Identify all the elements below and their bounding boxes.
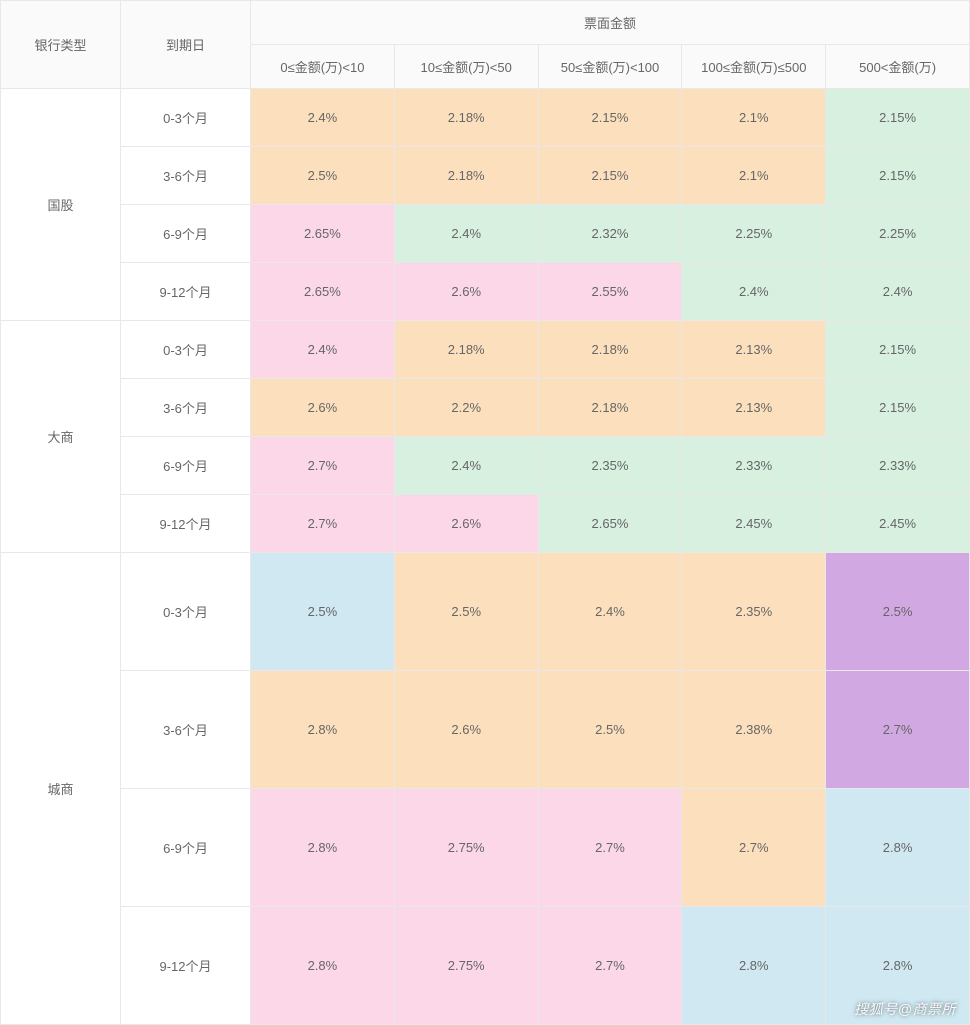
rate-cell: 2.1% bbox=[682, 147, 826, 205]
rate-cell: 2.45% bbox=[826, 495, 970, 553]
table-row: 国股0-3个月2.4%2.18%2.15%2.1%2.15% bbox=[1, 89, 970, 147]
rate-cell: 2.65% bbox=[251, 205, 395, 263]
rate-cell: 2.6% bbox=[394, 263, 538, 321]
table-row: 3-6个月2.6%2.2%2.18%2.13%2.15% bbox=[1, 379, 970, 437]
table-row: 9-12个月2.7%2.6%2.65%2.45%2.45% bbox=[1, 495, 970, 553]
rate-cell: 2.15% bbox=[538, 147, 682, 205]
rate-cell: 2.4% bbox=[682, 263, 826, 321]
rate-cell: 2.35% bbox=[682, 553, 826, 671]
rate-cell: 2.8% bbox=[826, 789, 970, 907]
rate-cell: 2.6% bbox=[251, 379, 395, 437]
rate-cell: 2.18% bbox=[394, 89, 538, 147]
header-amount-group: 票面金额 bbox=[251, 1, 970, 45]
bank-type-cell: 城商 bbox=[1, 553, 121, 1025]
rate-cell: 2.8% bbox=[251, 907, 395, 1025]
table-row: 大商0-3个月2.4%2.18%2.18%2.13%2.15% bbox=[1, 321, 970, 379]
rate-cell: 2.4% bbox=[826, 263, 970, 321]
maturity-cell: 3-6个月 bbox=[121, 379, 251, 437]
table-row: 3-6个月2.8%2.6%2.5%2.38%2.7% bbox=[1, 671, 970, 789]
rate-cell: 2.4% bbox=[251, 321, 395, 379]
rate-cell: 2.18% bbox=[538, 321, 682, 379]
rate-cell: 2.13% bbox=[682, 379, 826, 437]
rate-cell: 2.7% bbox=[538, 789, 682, 907]
maturity-cell: 0-3个月 bbox=[121, 321, 251, 379]
rate-cell: 2.38% bbox=[682, 671, 826, 789]
rate-cell: 2.25% bbox=[682, 205, 826, 263]
header-maturity: 到期日 bbox=[121, 1, 251, 89]
rate-cell: 2.25% bbox=[826, 205, 970, 263]
rate-cell: 2.15% bbox=[538, 89, 682, 147]
rate-cell: 2.4% bbox=[394, 205, 538, 263]
maturity-cell: 3-6个月 bbox=[121, 671, 251, 789]
rate-cell: 2.7% bbox=[251, 495, 395, 553]
rate-cell: 2.15% bbox=[826, 147, 970, 205]
rate-cell: 2.5% bbox=[538, 671, 682, 789]
rate-cell: 2.55% bbox=[538, 263, 682, 321]
rate-cell: 2.6% bbox=[394, 495, 538, 553]
rate-cell: 2.6% bbox=[394, 671, 538, 789]
rate-cell: 2.7% bbox=[826, 671, 970, 789]
maturity-cell: 6-9个月 bbox=[121, 437, 251, 495]
rate-cell: 2.2% bbox=[394, 379, 538, 437]
maturity-cell: 9-12个月 bbox=[121, 907, 251, 1025]
rate-cell: 2.8% bbox=[682, 907, 826, 1025]
table-row: 6-9个月2.8%2.75%2.7%2.7%2.8% bbox=[1, 789, 970, 907]
maturity-cell: 6-9个月 bbox=[121, 205, 251, 263]
rate-cell: 2.65% bbox=[251, 263, 395, 321]
rate-cell: 2.7% bbox=[682, 789, 826, 907]
rate-cell: 2.75% bbox=[394, 789, 538, 907]
bank-type-cell: 大商 bbox=[1, 321, 121, 553]
table-row: 城商0-3个月2.5%2.5%2.4%2.35%2.5% bbox=[1, 553, 970, 671]
rate-cell: 2.15% bbox=[826, 379, 970, 437]
maturity-cell: 3-6个月 bbox=[121, 147, 251, 205]
table-row: 6-9个月2.65%2.4%2.32%2.25%2.25% bbox=[1, 205, 970, 263]
rate-cell: 2.4% bbox=[538, 553, 682, 671]
rate-cell: 2.45% bbox=[682, 495, 826, 553]
maturity-cell: 0-3个月 bbox=[121, 89, 251, 147]
rate-table: 银行类型 到期日 票面金额 0≤金额(万)<10 10≤金额(万)<50 50≤… bbox=[0, 0, 970, 1025]
rate-cell: 2.75% bbox=[394, 907, 538, 1025]
rate-cell: 2.5% bbox=[251, 147, 395, 205]
maturity-cell: 0-3个月 bbox=[121, 553, 251, 671]
rate-cell: 2.65% bbox=[538, 495, 682, 553]
maturity-cell: 9-12个月 bbox=[121, 495, 251, 553]
maturity-cell: 6-9个月 bbox=[121, 789, 251, 907]
rate-cell: 2.15% bbox=[826, 321, 970, 379]
rate-cell: 2.18% bbox=[538, 379, 682, 437]
header-range-1: 10≤金额(万)<50 bbox=[394, 45, 538, 89]
watermark-text: 搜狐号@商票所 bbox=[854, 999, 956, 1019]
rate-cell: 2.1% bbox=[682, 89, 826, 147]
header-bank-type: 银行类型 bbox=[1, 1, 121, 89]
maturity-cell: 9-12个月 bbox=[121, 263, 251, 321]
rate-cell: 2.4% bbox=[251, 89, 395, 147]
rate-cell: 2.35% bbox=[538, 437, 682, 495]
table-row: 9-12个月2.65%2.6%2.55%2.4%2.4% bbox=[1, 263, 970, 321]
rate-cell: 2.18% bbox=[394, 147, 538, 205]
table-row: 9-12个月2.8%2.75%2.7%2.8%2.8% bbox=[1, 907, 970, 1025]
rate-cell: 2.15% bbox=[826, 89, 970, 147]
rate-cell: 2.7% bbox=[538, 907, 682, 1025]
header-range-3: 100≤金额(万)≤500 bbox=[682, 45, 826, 89]
rate-cell: 2.18% bbox=[394, 321, 538, 379]
rate-cell: 2.5% bbox=[394, 553, 538, 671]
header-range-2: 50≤金额(万)<100 bbox=[538, 45, 682, 89]
rate-cell: 2.5% bbox=[251, 553, 395, 671]
rate-cell: 2.8% bbox=[251, 671, 395, 789]
bank-type-cell: 国股 bbox=[1, 89, 121, 321]
rate-cell: 2.33% bbox=[826, 437, 970, 495]
table-row: 3-6个月2.5%2.18%2.15%2.1%2.15% bbox=[1, 147, 970, 205]
header-range-0: 0≤金额(万)<10 bbox=[251, 45, 395, 89]
table-row: 6-9个月2.7%2.4%2.35%2.33%2.33% bbox=[1, 437, 970, 495]
rate-cell: 2.7% bbox=[251, 437, 395, 495]
rate-table-body: 国股0-3个月2.4%2.18%2.15%2.1%2.15%3-6个月2.5%2… bbox=[1, 89, 970, 1025]
header-range-4: 500<金额(万) bbox=[826, 45, 970, 89]
rate-cell: 2.33% bbox=[682, 437, 826, 495]
rate-cell: 2.13% bbox=[682, 321, 826, 379]
rate-cell: 2.8% bbox=[251, 789, 395, 907]
rate-cell: 2.5% bbox=[826, 553, 970, 671]
rate-cell: 2.32% bbox=[538, 205, 682, 263]
rate-cell: 2.4% bbox=[394, 437, 538, 495]
